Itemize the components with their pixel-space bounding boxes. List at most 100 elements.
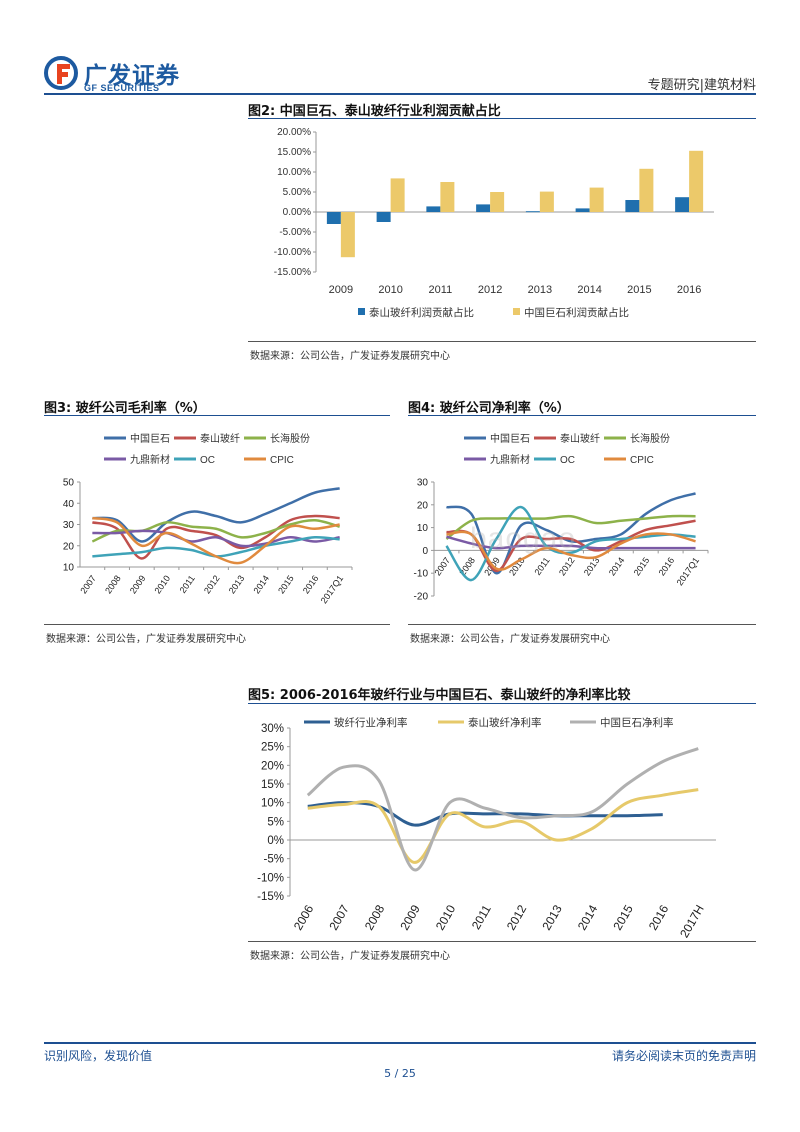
- fig2-bar-1: [639, 168, 654, 212]
- fig2-bar-0: [625, 200, 640, 212]
- fig4-x-tick-label: 2008: [457, 555, 477, 577]
- fig2-y-tick-label: 10.00%: [277, 167, 311, 178]
- fig3-x-tick-label: 2010: [153, 573, 173, 595]
- footer-slogan: 识别风险，发现价值: [44, 1049, 153, 1063]
- fig2-top-rule: [248, 118, 756, 119]
- fig2-x-tick-label: 2014: [577, 284, 601, 296]
- fig2-y-tick-label: 15.00%: [277, 147, 311, 158]
- fig5-legend-label: 泰山玻纤净利率: [468, 716, 542, 729]
- brand-name-en: GF SECURITIES: [84, 83, 160, 93]
- fig3-x-tick-label: 2015: [276, 573, 296, 595]
- fig5-y-tick-label: -10%: [257, 872, 284, 884]
- fig4-title: 图4: 玻纤公司净利率（%）: [408, 401, 570, 416]
- fig2-x-tick-label: 2013: [528, 284, 552, 296]
- watermark: baogao: [470, 522, 577, 555]
- fig2-source: 数据来源：公司公告，广发证券发展研究中心: [250, 351, 450, 362]
- fig3-legend-label: 泰山玻纤: [200, 432, 240, 445]
- fig4-y-tick-label: 10: [417, 523, 429, 534]
- fig3-x-tick-label: 2007: [78, 573, 98, 595]
- header-rule: [44, 93, 756, 95]
- fig3-x-tick-label: 2011: [178, 573, 197, 595]
- fig4-legend-label: CPIC: [630, 455, 654, 466]
- fig4-y-tick-label: -10: [414, 569, 429, 580]
- fig5-y-tick-label: 5%: [267, 816, 284, 828]
- fig5-legend-label: 中国巨石净利率: [600, 716, 674, 729]
- fig3-x-tick-label: 2013: [227, 573, 247, 595]
- fig2-bar-0: [376, 212, 391, 222]
- fig5-title: 图5: 2006-2016年玻纤行业与中国巨石、泰山玻纤的净利率比较: [248, 688, 631, 703]
- fig5-x-tick-label: 2012: [504, 902, 530, 932]
- fig3-legend-label: 九鼎新材: [130, 453, 170, 466]
- fig4-y-tick-label: 20: [417, 500, 429, 511]
- fig3-x-tick-label: 2016: [301, 573, 321, 595]
- fig2-legend-label: 泰山玻纤利润贡献占比: [369, 306, 474, 319]
- fig2-x-tick-label: 2015: [627, 284, 651, 296]
- fig5-x-tick-label: 2009: [397, 902, 423, 932]
- fig2-bottom-rule: [248, 341, 756, 342]
- fig5-x-tick-label: 2008: [362, 902, 388, 932]
- fig4-legend-label: 长海股份: [630, 432, 670, 445]
- fig2-x-tick-label: 2016: [677, 284, 701, 296]
- fig4-x-tick-label: 2012: [557, 555, 577, 577]
- fig4-top-rule: [408, 415, 756, 416]
- fig3-legend-label: 中国巨石: [130, 432, 170, 445]
- fig5-y-tick-label: -5%: [264, 854, 284, 866]
- fig5-x-tick-label: 2015: [610, 902, 636, 932]
- fig5-source: 数据来源：公司公告，广发证券发展研究中心: [250, 951, 450, 962]
- brand-logo-icon: [44, 56, 78, 90]
- fig2-x-tick-label: 2012: [478, 284, 502, 296]
- fig2-y-tick-label: 5.00%: [283, 187, 311, 198]
- fig5-y-tick-label: 15%: [261, 779, 284, 791]
- fig2-x-tick-label: 2011: [429, 284, 453, 296]
- fig3-y-tick-label: 50: [63, 478, 75, 489]
- fig2-chart: 20.00% 15.00% 10.00% 5.00% 0.00% -5.00% -10.00…: [274, 127, 714, 319]
- fig2-y-tick-label: 20.00%: [277, 127, 311, 138]
- fig3-x-tick-label: 2017Q1: [319, 573, 346, 605]
- fig2-legend-label: 中国巨石利润贡献占比: [524, 306, 629, 319]
- fig5-series-line-1: [307, 788, 699, 864]
- fig2-bar-0: [326, 212, 341, 224]
- fig2-bar-1: [390, 178, 405, 212]
- fig5-top-rule: [248, 703, 756, 704]
- fig3-x-tick-label: 2008: [103, 573, 123, 595]
- fig5-x-tick-label: 2011: [469, 902, 494, 932]
- fig5-x-tick-label: 2017H: [677, 903, 707, 939]
- fig2-x-tick-label: 2010: [378, 284, 402, 296]
- fig3-y-tick-label: 10: [63, 563, 75, 574]
- fig2-bar-0: [575, 208, 590, 212]
- fig3-y-tick-label: 30: [63, 520, 75, 531]
- fig2-bar-1: [689, 150, 704, 212]
- disclaimer-link[interactable]: 请务必阅读末页的免责声明: [611, 1049, 756, 1063]
- fig3-x-tick-label: 2014: [251, 573, 271, 595]
- fig5-series-line-2: [306, 747, 699, 872]
- fig4-x-tick-label: 2017Q1: [675, 555, 702, 587]
- fig5-y-tick-label: 0%: [267, 835, 284, 847]
- fig4-y-tick-label: 30: [417, 478, 429, 489]
- fig4-x-tick-label: 2014: [607, 555, 627, 577]
- fig5-x-tick-label: 2016: [646, 902, 672, 932]
- fig5-x-tick-label: 2006: [291, 902, 317, 932]
- fig4-legend-label: OC: [560, 455, 575, 466]
- section-label: 专题研究|建筑材料: [647, 78, 756, 93]
- fig3-legend-label: CPIC: [270, 455, 294, 466]
- fig3-x-tick-label: 2012: [202, 573, 222, 595]
- fig2-bar-1: [440, 182, 455, 212]
- fig5-x-tick-label: 2014: [575, 902, 601, 932]
- fig5-legend-label: 玻纤行业净利率: [334, 716, 408, 729]
- fig2-bar-1: [490, 192, 505, 212]
- fig5-y-tick-label: 10%: [261, 798, 284, 810]
- fig5-bottom-rule: [248, 941, 756, 942]
- page-number: 5 / 25: [384, 1067, 416, 1080]
- fig4-y-tick-label: -20: [414, 592, 429, 603]
- fig5-x-tick-label: 2013: [539, 902, 565, 932]
- fig2-y-tick-label: 0.00%: [283, 207, 311, 218]
- fig4-legend-label: 泰山玻纤: [560, 432, 600, 445]
- fig5-y-tick-label: 30%: [261, 723, 284, 735]
- fig3-title: 图3: 玻纤公司毛利率（%）: [44, 401, 206, 416]
- fig4-x-tick-label: 2011: [532, 555, 551, 577]
- fig4-source: 数据来源：公司公告，广发证券发展研究中心: [410, 634, 610, 645]
- fig5-y-tick-label: 20%: [261, 760, 284, 772]
- fig2-y-tick-label: -10.00%: [274, 247, 311, 258]
- fig2-bar-1: [340, 212, 355, 258]
